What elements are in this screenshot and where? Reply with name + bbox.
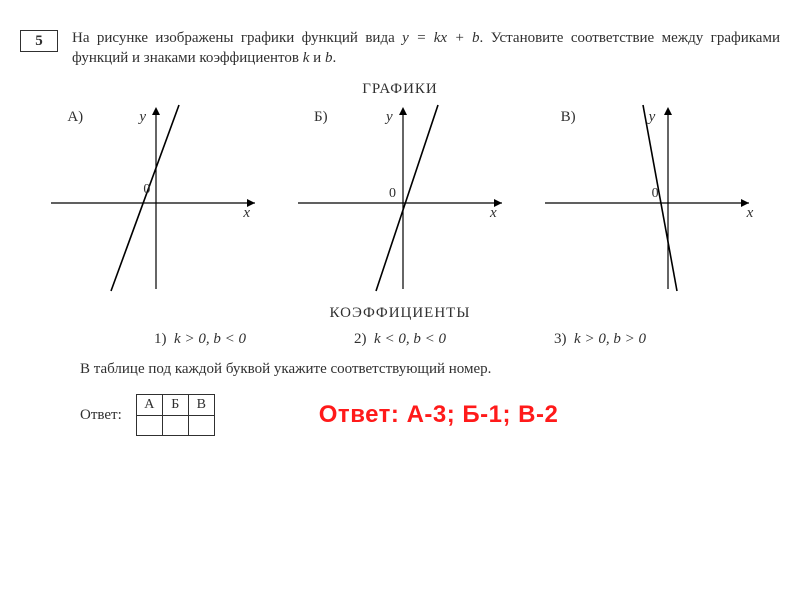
graph-cell: А)yx0 [43,103,263,293]
coefficient-option: 2) k < 0, b < 0 [354,329,446,349]
graph-cell: В)yx0 [537,103,757,293]
option-text: k < 0, b < 0 [374,331,446,347]
option-text: k > 0, b < 0 [174,331,246,347]
table-header-cell: А [136,394,162,416]
prompt-formula: y = kx + b [402,30,479,46]
prompt-part1: На рисунке изображены графики функций ви… [72,30,402,46]
option-number: 1) [154,331,174,347]
graph-svg [290,103,510,293]
table-header-cell: Б [162,394,188,416]
origin-label: 0 [652,185,659,204]
coefficients-row: 1) k > 0, b < 0 2) k < 0, b < 0 3) k > 0, … [100,329,700,349]
answer-label: Ответ: [80,405,122,425]
section-title-coefs: КОЭФФИЦИЕНТЫ [20,303,780,323]
coefficient-option: 1) k > 0, b < 0 [154,329,246,349]
table-header-row: А Б В [136,394,214,416]
table-empty-cell [162,416,188,436]
axis-y-label: y [139,107,146,127]
graph-svg [43,103,263,293]
axis-y-label: y [649,107,656,127]
and-word: и [309,50,325,66]
graph-svg [537,103,757,293]
period: . [332,50,336,66]
option-number: 2) [354,331,374,347]
origin-label: 0 [389,185,396,204]
instruction-text: В таблице под каждой буквой укажите соот… [80,359,780,379]
answer-table: А Б В [136,394,215,437]
option-text: k > 0, b > 0 [574,331,646,347]
option-number: 3) [554,331,574,347]
table-value-row [136,416,214,436]
axis-x-label: x [243,203,250,223]
coefficient-option: 3) k > 0, b > 0 [554,329,646,349]
question-header: 5 На рисунке изображены графики функций … [20,28,780,69]
graphs-row: А)yx0Б)yx0В)yx0 [30,103,770,293]
prompt-text: На рисунке изображены графики функций ви… [72,28,780,69]
table-empty-cell [136,416,162,436]
origin-label: 0 [143,181,150,200]
axis-x-label: x [490,203,497,223]
table-header-cell: В [188,394,214,416]
question-number-box: 5 [20,30,58,52]
section-title-graphs: ГРАФИКИ [20,79,780,99]
axis-y-label: y [386,107,393,127]
red-answer-text: Ответ: А-3; Б-1; В-2 [319,399,559,431]
table-empty-cell [188,416,214,436]
graph-cell: Б)yx0 [290,103,510,293]
answer-row: Ответ: А Б В Ответ: А-3; Б-1; В-2 [80,394,780,437]
axis-x-label: x [747,203,754,223]
